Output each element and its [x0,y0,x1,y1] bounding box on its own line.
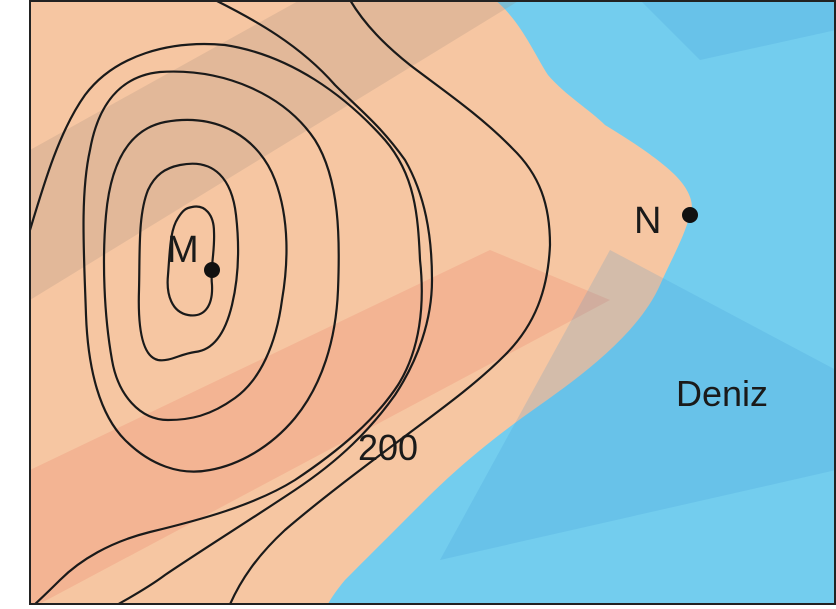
contour-lines [30,0,552,604]
watermark-blue-corner [640,0,836,60]
watermark-gray-band [30,0,520,300]
watermark-blue-band [440,250,836,560]
point-m-dot [204,262,220,278]
contour-line-1 [166,205,216,317]
land-area [30,0,692,604]
point-n-label: N [634,200,661,242]
point-m-label: M [167,229,199,271]
map-frame [29,0,836,605]
contour-line-6 [116,0,434,604]
contour-line-2 [137,162,240,362]
sea-label: Deniz [676,373,768,414]
contour-line-4 [82,70,340,473]
point-n-dot [682,207,698,223]
contour-line-5 [30,43,423,604]
contour-line-7 [229,0,552,604]
contour-value-label: 200 [358,427,418,468]
contour-line-3 [102,118,288,422]
watermark-red-band [30,250,610,604]
